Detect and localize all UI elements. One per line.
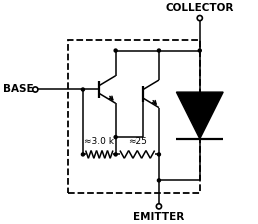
Text: ≈25: ≈25 xyxy=(128,137,147,146)
Circle shape xyxy=(198,49,201,52)
Circle shape xyxy=(114,49,117,52)
Circle shape xyxy=(114,136,117,139)
Circle shape xyxy=(157,153,160,156)
Circle shape xyxy=(157,179,160,182)
Text: BASE: BASE xyxy=(3,84,33,95)
Circle shape xyxy=(82,153,84,156)
Circle shape xyxy=(157,49,160,52)
Text: COLLECTOR: COLLECTOR xyxy=(166,3,234,13)
Text: EMITTER: EMITTER xyxy=(133,212,184,222)
Circle shape xyxy=(114,153,117,156)
Text: ≈3.0 k: ≈3.0 k xyxy=(84,137,114,146)
Circle shape xyxy=(82,88,84,91)
Polygon shape xyxy=(176,92,223,139)
